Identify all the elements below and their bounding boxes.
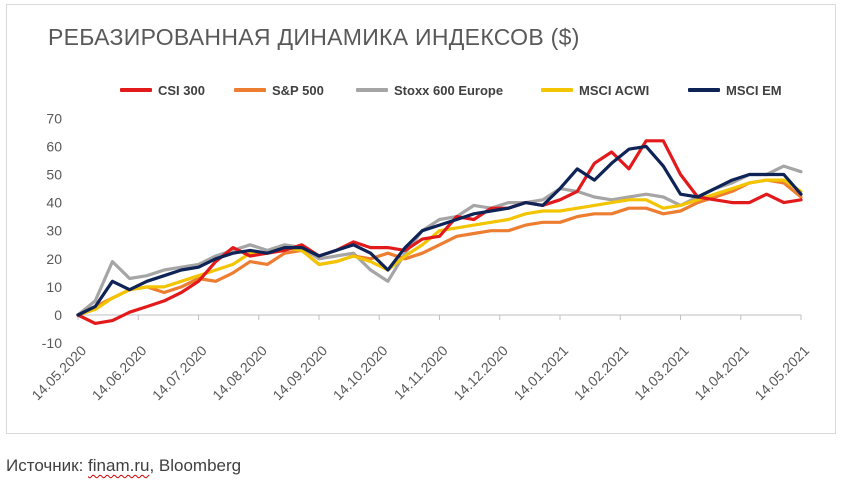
x-tick-label: 14.10.2020 <box>330 342 391 403</box>
y-tick-label: 20 <box>46 251 62 267</box>
legend-item-stoxx600: Stoxx 600 Europe <box>356 79 503 101</box>
legend-item-msci-acwi: MSCI ACWI <box>541 79 649 101</box>
y-tick-label: 50 <box>46 167 62 183</box>
legend-swatch-stoxx600 <box>356 88 388 92</box>
legend-swatch-csi300 <box>120 88 152 92</box>
series-line-s-p-500 <box>76 178 803 317</box>
x-tick-label: 14.05.2020 <box>28 342 89 403</box>
source-note: Источник: finam.ru, Bloomberg <box>6 456 241 476</box>
x-tick-label: 14.01.2021 <box>510 342 571 403</box>
x-tick-label: 14.09.2020 <box>269 342 330 403</box>
chart-title: РЕБАЗИРОВАННАЯ ДИНАМИКА ИНДЕКСОВ ($) <box>48 24 580 50</box>
chart-frame <box>6 4 836 434</box>
legend-item-sp500: S&P 500 <box>234 79 324 101</box>
series-line-msci-em <box>76 144 803 317</box>
source-suffix: , Bloomberg <box>149 456 242 475</box>
source-link[interactable]: finam.ru <box>88 456 150 475</box>
legend-item-csi300: CSI 300 <box>120 79 205 101</box>
chart-legend: CSI 300 S&P 500 Stoxx 600 Europe MSCI AC… <box>0 79 866 101</box>
legend-label-msci-em: MSCI EM <box>726 82 782 98</box>
legend-label-sp500: S&P 500 <box>272 82 324 98</box>
y-tick-label: -10 <box>42 335 62 351</box>
legend-label-csi300: CSI 300 <box>158 82 205 98</box>
legend-swatch-msci-em <box>688 88 720 92</box>
y-tick-label: 60 <box>46 138 62 154</box>
source-prefix: Источник: <box>6 456 89 475</box>
series-line-csi-300 <box>76 139 803 325</box>
x-tick-label: 14.12.2020 <box>450 342 511 403</box>
x-tick-label: 14.03.2021 <box>631 342 692 403</box>
x-tick-label: 14.04.2021 <box>691 342 752 403</box>
x-tick-label: 14.02.2021 <box>571 342 632 403</box>
x-tick-label: 14.06.2020 <box>89 342 150 403</box>
x-tick-label: 14.11.2020 <box>391 342 451 402</box>
y-tick-label: 10 <box>46 279 62 295</box>
legend-item-msci-em: MSCI EM <box>688 79 782 101</box>
y-tick-label: 0 <box>54 307 62 323</box>
y-tick-label: 40 <box>46 195 62 211</box>
x-tick-label: 14.07.2020 <box>149 342 210 403</box>
y-tick-label: 70 <box>46 110 62 126</box>
x-tick-label: 14.08.2020 <box>209 342 270 403</box>
y-tick-label: 30 <box>46 223 62 239</box>
legend-label-stoxx600: Stoxx 600 Europe <box>394 82 504 98</box>
series-line-msci-acwi <box>76 178 803 317</box>
legend-swatch-msci-acwi <box>541 88 573 92</box>
x-tick-label: 14.05.2021 <box>751 342 812 403</box>
legend-label-msci-acwi: MSCI ACWI <box>579 82 650 98</box>
legend-swatch-sp500 <box>234 88 266 92</box>
